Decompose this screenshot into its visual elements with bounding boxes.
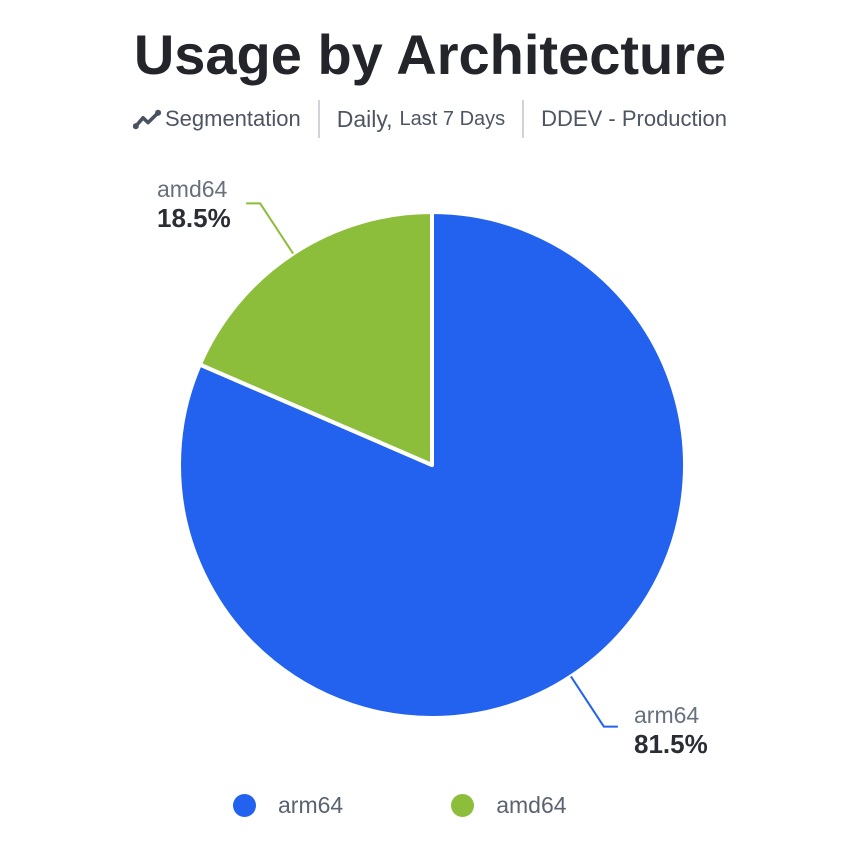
site-name: DDEV - Production	[541, 106, 728, 131]
period-granularity: Daily,	[336, 105, 393, 132]
legend-item-amd64[interactable]: amd64	[451, 791, 567, 819]
site-selector[interactable]: DDEV - Production	[541, 106, 727, 132]
callout-amd64: amd64 18.5%	[157, 174, 231, 233]
trend-line-icon	[132, 109, 162, 129]
legend-item-arm64[interactable]: arm64	[233, 791, 343, 819]
legend: arm64 amd64	[233, 791, 567, 819]
page-title: Usage by Architecture	[133, 23, 727, 86]
subtitle-divider	[317, 100, 320, 138]
callout-arm64-name: arm64	[634, 702, 700, 728]
callout-arm64: arm64 81.5%	[634, 700, 708, 759]
period-selector[interactable]: Daily, Last 7 Days	[337, 106, 505, 133]
leader-line-arm64	[570, 675, 618, 728]
leader-line-amd64	[246, 202, 294, 255]
segmentation-label: Segmentation	[164, 106, 301, 131]
legend-swatch-amd64	[451, 793, 475, 817]
callout-amd64-percent: 18.5%	[157, 203, 231, 233]
legend-swatch-arm64	[233, 793, 256, 817]
chart-subtitle-row: Segmentation Daily, Last 7 Days DDEV - P…	[0, 98, 860, 140]
callout-amd64-name: amd64	[157, 176, 228, 202]
segmentation-control[interactable]: Segmentation	[132, 106, 301, 132]
subtitle-divider	[522, 100, 525, 138]
legend-label-amd64: amd64	[496, 792, 567, 818]
legend-label-arm64: arm64	[278, 792, 344, 818]
callout-arm64-percent: 81.5%	[634, 729, 708, 759]
period-range: Last 7 Days	[399, 107, 506, 130]
